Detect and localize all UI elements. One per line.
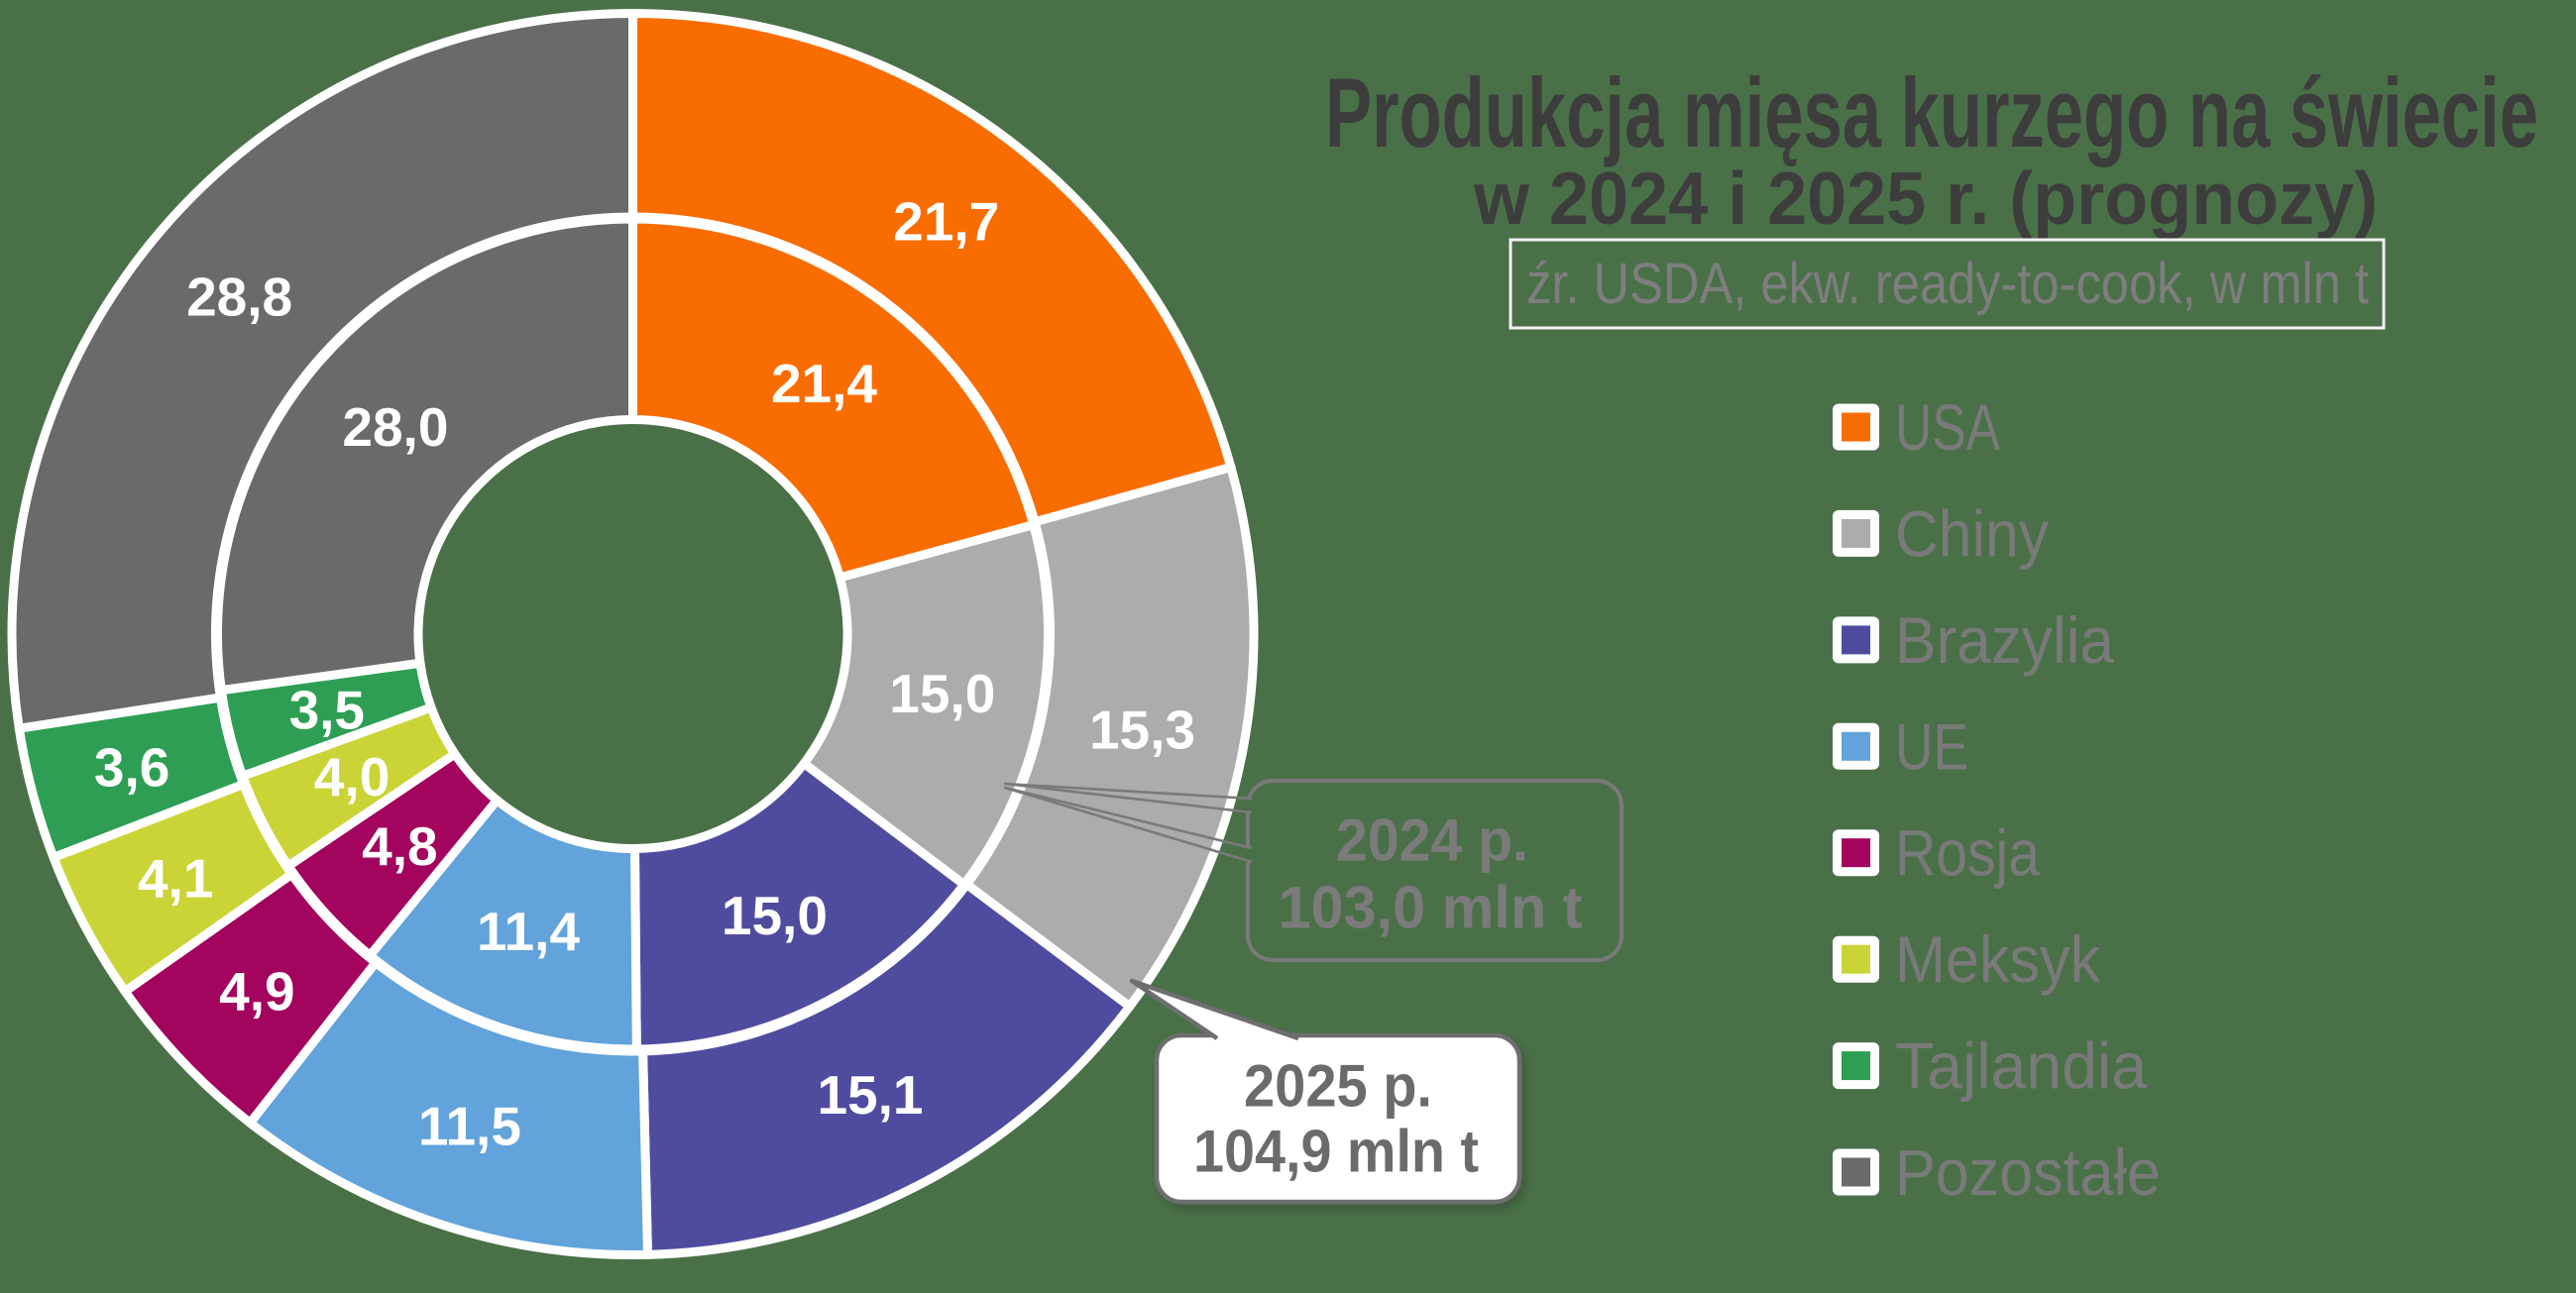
svg-text:Meksyk: Meksyk (1895, 922, 2101, 996)
svg-text:w 2024 i 2025 r. (prognozy): w 2024 i 2025 r. (prognozy) (1473, 157, 2378, 240)
svg-text:4,9: 4,9 (219, 960, 294, 1022)
svg-text:UE: UE (1895, 709, 1968, 783)
svg-text:3,5: 3,5 (289, 679, 365, 740)
svg-text:Brazylia: Brazylia (1895, 603, 2114, 677)
svg-text:4,8: 4,8 (362, 815, 437, 877)
svg-text:28,8: 28,8 (186, 266, 292, 327)
svg-text:USA: USA (1895, 390, 2000, 464)
svg-text:15,0: 15,0 (722, 885, 828, 946)
svg-text:2024 p.: 2024 p. (1336, 808, 1528, 874)
svg-text:3,6: 3,6 (94, 737, 169, 799)
svg-text:Rosja: Rosja (1895, 816, 2040, 890)
svg-text:28,0: 28,0 (342, 396, 448, 458)
svg-text:21,7: 21,7 (893, 190, 999, 252)
svg-text:15,3: 15,3 (1089, 700, 1195, 761)
svg-text:11,5: 11,5 (418, 1095, 521, 1156)
svg-text:15,0: 15,0 (889, 663, 995, 724)
svg-text:104,9 mln t: 104,9 mln t (1193, 1119, 1479, 1185)
svg-text:Tajlandia: Tajlandia (1895, 1029, 2147, 1103)
svg-text:4,0: 4,0 (314, 746, 390, 808)
svg-text:103,0 mln t: 103,0 mln t (1279, 875, 1583, 941)
svg-text:11,4: 11,4 (477, 901, 580, 962)
svg-text:4,1: 4,1 (138, 848, 213, 910)
svg-text:21,4: 21,4 (771, 353, 877, 414)
svg-text:Chiny: Chiny (1895, 496, 2049, 570)
svg-text:15,1: 15,1 (817, 1064, 923, 1126)
svg-text:Pozostałe: Pozostałe (1895, 1135, 2161, 1209)
svg-text:źr. USDA, ekw. ready-to-cook,: źr. USDA, ekw. ready-to-cook, w mln t (1526, 252, 2369, 316)
svg-text:Produkcja mięsa kurzego na świ: Produkcja mięsa kurzego na świecie (1325, 57, 2538, 167)
svg-text:2025 p.: 2025 p. (1244, 1053, 1432, 1120)
